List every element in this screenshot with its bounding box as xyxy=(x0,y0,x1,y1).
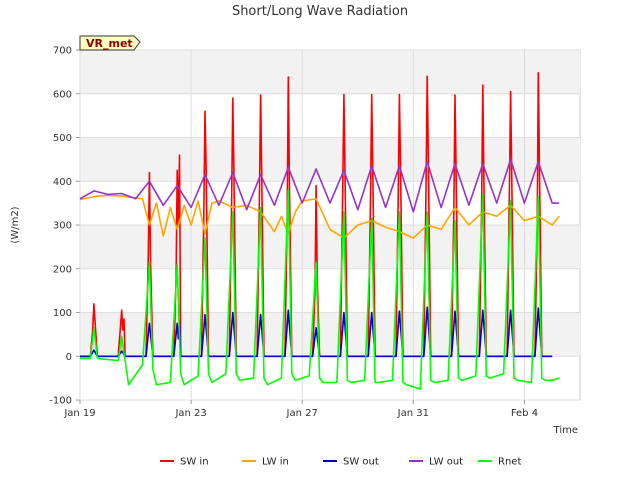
y-tick-label: 600 xyxy=(53,89,72,100)
x-tick-label: Feb 4 xyxy=(511,408,538,419)
y-tick-label: 400 xyxy=(53,177,72,188)
y-tick-label: 700 xyxy=(53,46,72,57)
x-tick-label: Jan 31 xyxy=(397,408,429,419)
y-tick-label: 200 xyxy=(53,264,72,275)
x-axis-title: Time xyxy=(553,425,578,436)
y-axis-title: (W/m2) xyxy=(10,206,21,243)
legend-label: LW out xyxy=(429,457,463,468)
x-tick-labels: Jan 19 Jan 23 Jan 27 Jan 31 Feb 4 xyxy=(63,408,538,419)
plot-bands xyxy=(80,50,580,357)
plot-band xyxy=(80,50,580,94)
station-badge: VR_met xyxy=(79,35,141,51)
x-tick-label: Jan 23 xyxy=(174,408,206,419)
y-tick-label: 100 xyxy=(53,308,72,319)
legend-label: SW out xyxy=(343,457,379,468)
x-tick-label: Jan 19 xyxy=(63,408,95,419)
badge-label: VR_met xyxy=(86,37,133,50)
y-tick-label: 500 xyxy=(53,133,72,144)
legend-label: Rnet xyxy=(498,457,521,468)
plot-band xyxy=(80,137,580,182)
series-line-lw-out xyxy=(79,158,560,213)
y-tick-label: -100 xyxy=(49,396,72,407)
plot-band xyxy=(80,225,580,269)
plot-band xyxy=(80,312,580,357)
legend: SW in LW in SW out LW out Rnet xyxy=(160,457,521,468)
y-tick-label: 0 xyxy=(66,352,72,363)
series-lines xyxy=(79,72,560,390)
chart-title: Short/Long Wave Radiation xyxy=(232,4,408,19)
series-line-lw-in xyxy=(79,194,560,239)
legend-label: SW in xyxy=(180,457,209,468)
series-line-rnet xyxy=(80,189,560,390)
y-tick-labels: -100 0 100 200 300 400 500 600 700 xyxy=(49,46,72,407)
gridlines xyxy=(76,49,580,404)
legend-label: LW in xyxy=(262,457,289,468)
y-tick-label: 300 xyxy=(53,221,72,232)
x-tick-label: Jan 27 xyxy=(286,408,318,419)
